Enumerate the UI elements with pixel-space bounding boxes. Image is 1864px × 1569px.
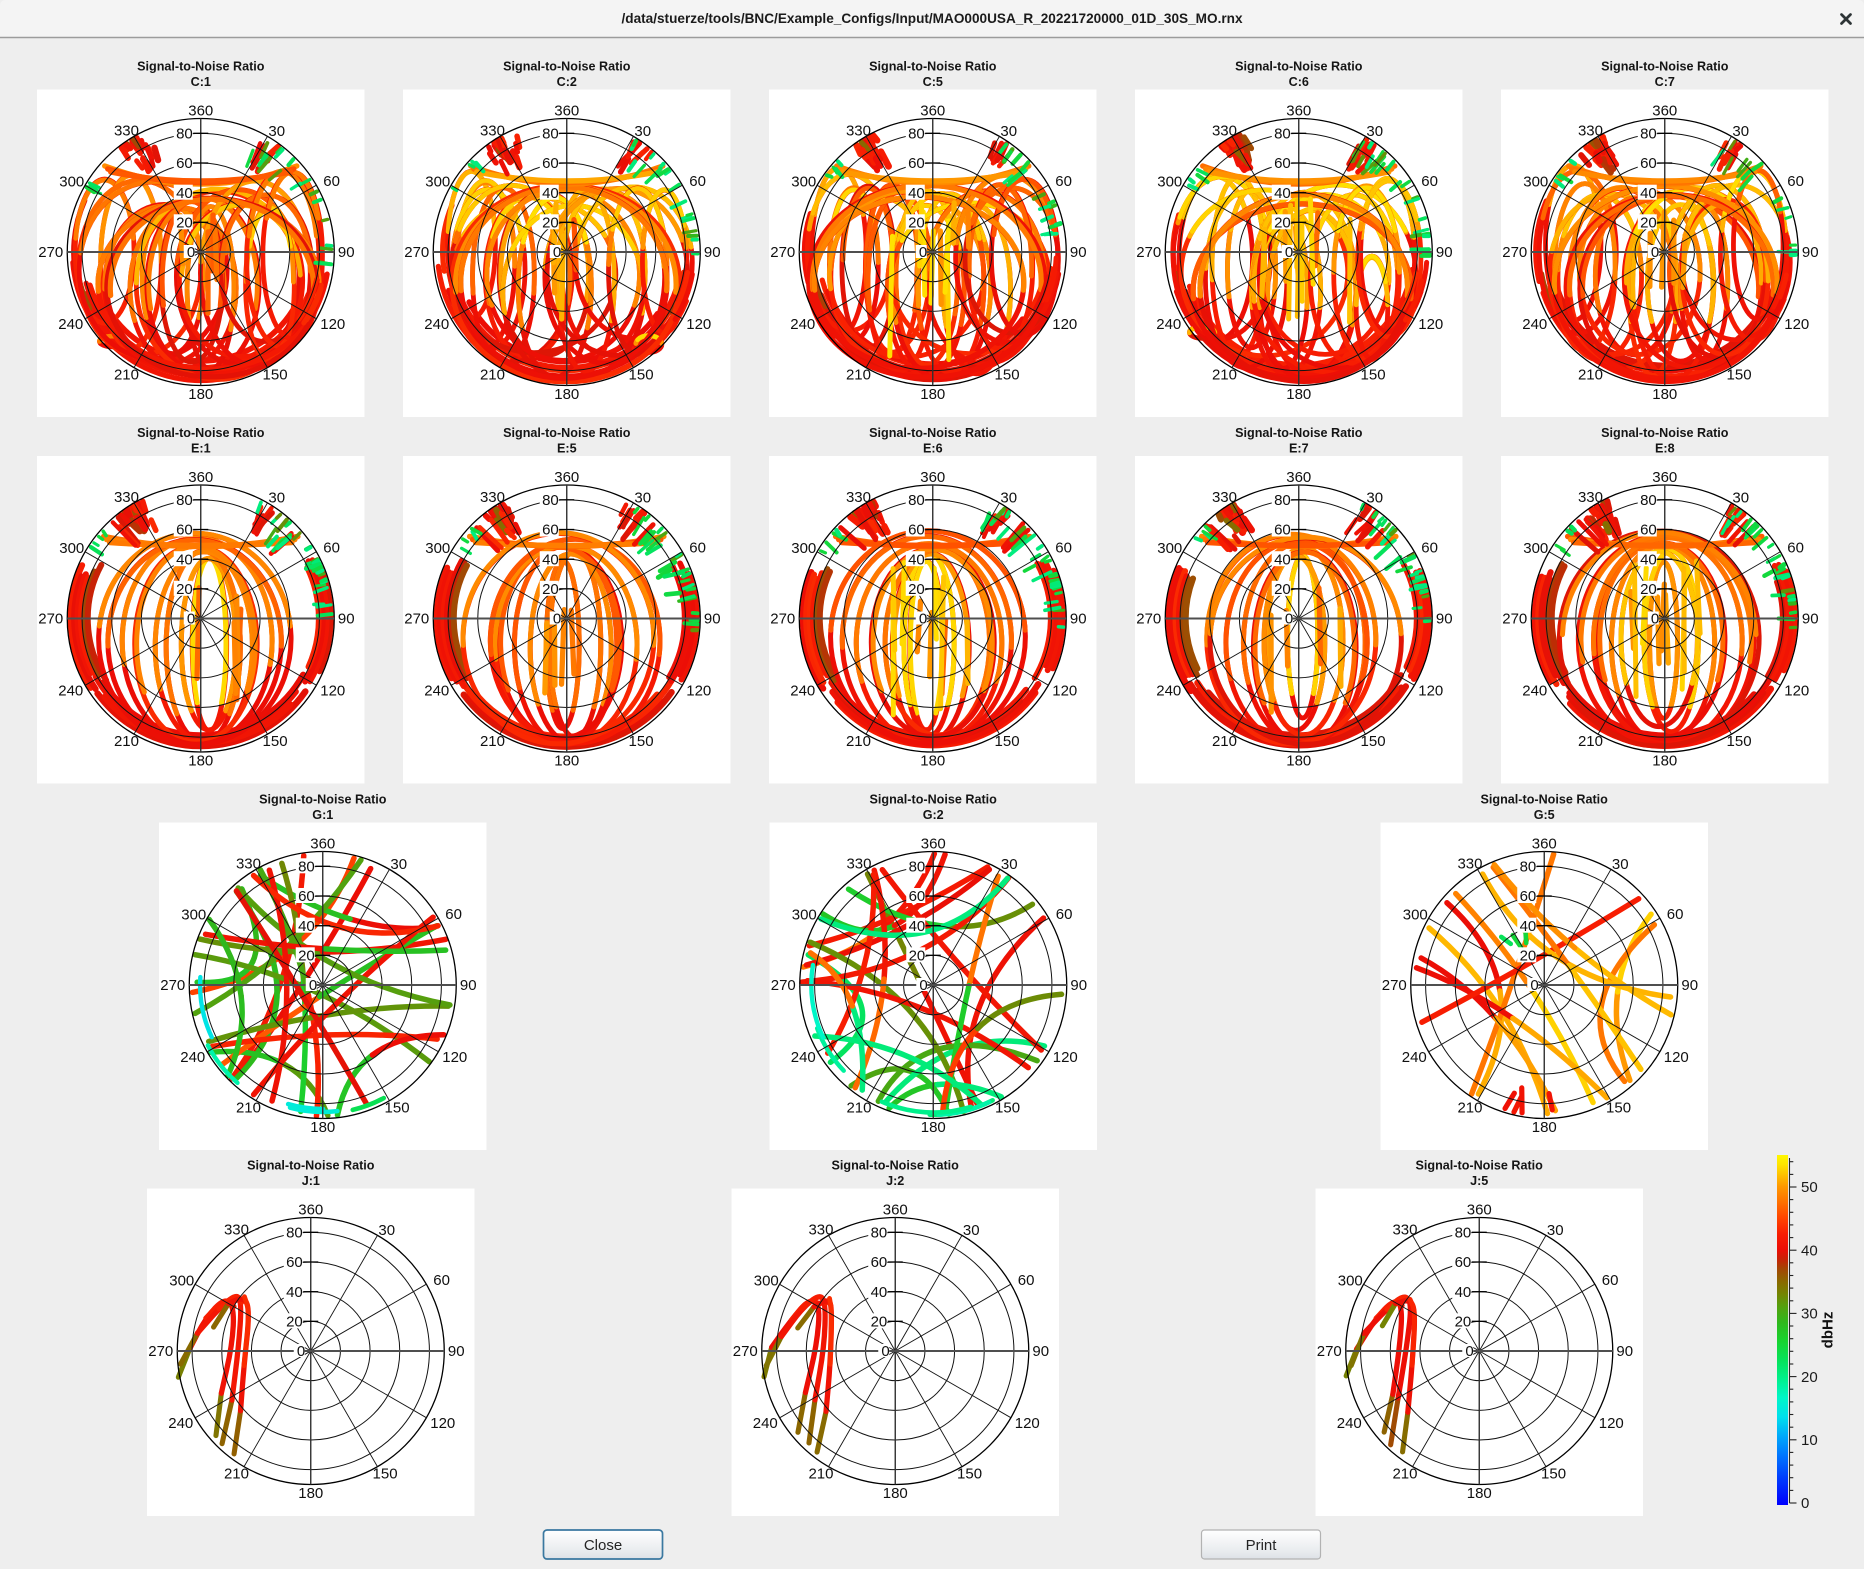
svg-text:Signal-to-Noise Ratio: Signal-to-Noise Ratio <box>832 1159 960 1173</box>
svg-text:Signal-to-Noise Ratio: Signal-to-Noise Ratio <box>137 60 265 74</box>
svg-text:Signal-to-Noise Ratio: Signal-to-Noise Ratio <box>1416 1159 1544 1173</box>
svg-text:E:8: E:8 <box>1655 441 1675 455</box>
svg-text:E:1: E:1 <box>191 441 211 455</box>
svg-text:/data/stuerze/tools/BNC/Exampl: /data/stuerze/tools/BNC/Example_Configs/… <box>621 11 1242 26</box>
svg-text:50: 50 <box>1801 1179 1818 1196</box>
svg-text:Signal-to-Noise Ratio: Signal-to-Noise Ratio <box>1235 60 1363 74</box>
svg-text:Print: Print <box>1246 1537 1278 1554</box>
svg-text:30: 30 <box>1801 1306 1818 1323</box>
svg-text:Signal-to-Noise Ratio: Signal-to-Noise Ratio <box>1235 426 1363 440</box>
svg-text:Signal-to-Noise Ratio: Signal-to-Noise Ratio <box>1481 793 1609 807</box>
svg-text:C:6: C:6 <box>1289 75 1309 89</box>
svg-text:40: 40 <box>1801 1242 1818 1259</box>
svg-text:J:5: J:5 <box>1470 1174 1488 1188</box>
svg-text:G:1: G:1 <box>312 808 333 822</box>
svg-text:C:5: C:5 <box>923 75 943 89</box>
svg-text:Signal-to-Noise Ratio: Signal-to-Noise Ratio <box>869 426 997 440</box>
svg-text:C:1: C:1 <box>191 75 211 89</box>
svg-text:Signal-to-Noise Ratio: Signal-to-Noise Ratio <box>137 426 265 440</box>
svg-text:J:1: J:1 <box>302 1174 320 1188</box>
svg-text:Signal-to-Noise Ratio: Signal-to-Noise Ratio <box>1601 60 1729 74</box>
svg-text:G:2: G:2 <box>923 808 944 822</box>
svg-text:Signal-to-Noise Ratio: Signal-to-Noise Ratio <box>247 1159 375 1173</box>
svg-text:E:5: E:5 <box>557 441 577 455</box>
svg-text:Close: Close <box>584 1537 622 1554</box>
svg-text:G:5: G:5 <box>1534 808 1555 822</box>
svg-text:Signal-to-Noise Ratio: Signal-to-Noise Ratio <box>869 60 997 74</box>
svg-text:Signal-to-Noise Ratio: Signal-to-Noise Ratio <box>503 60 631 74</box>
svg-text:Signal-to-Noise Ratio: Signal-to-Noise Ratio <box>259 793 387 807</box>
svg-text:0: 0 <box>1801 1495 1809 1512</box>
svg-text:dbHz: dbHz <box>1820 1312 1837 1349</box>
svg-text:10: 10 <box>1801 1432 1818 1449</box>
svg-text:C:7: C:7 <box>1655 75 1675 89</box>
svg-text:C:2: C:2 <box>557 75 577 89</box>
svg-text:Signal-to-Noise Ratio: Signal-to-Noise Ratio <box>870 793 998 807</box>
svg-text:20: 20 <box>1801 1369 1818 1386</box>
svg-text:J:2: J:2 <box>886 1174 904 1188</box>
svg-text:Signal-to-Noise Ratio: Signal-to-Noise Ratio <box>503 426 631 440</box>
svg-text:Signal-to-Noise Ratio: Signal-to-Noise Ratio <box>1601 426 1729 440</box>
svg-text:E:6: E:6 <box>923 441 943 455</box>
svg-text:E:7: E:7 <box>1289 441 1309 455</box>
